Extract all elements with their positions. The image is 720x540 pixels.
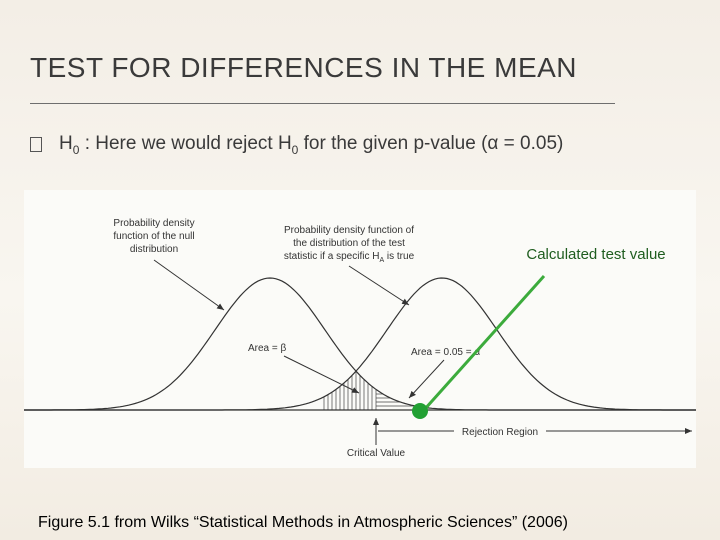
arrow [283,355,360,394]
fig-label: Area = 0.05 = α [411,347,480,358]
callout-label: Calculated test value [526,246,665,263]
fig-label: distribution [130,244,178,255]
figure-drawing: Probability density function of the null… [24,218,696,459]
slide-title: TEST FOR DIFFERENCES IN THE MEAN [30,52,578,83]
fig-label: the distribution of the test [293,238,405,249]
label-bg [454,424,546,438]
arrow [348,265,410,306]
arrow [408,359,445,399]
fig-label: Rejection Region [462,427,538,438]
bullet-marker [30,137,42,152]
figure: Probability density function of the null… [24,190,696,468]
bullet-text: H0 : Here we would reject H0 for the giv… [59,130,699,164]
caption: Figure 5.1 from Wilks “Statistical Metho… [38,514,568,531]
callout-line [422,274,546,412]
subscript: A [379,257,384,264]
subscript: 0 [72,142,80,157]
text: H [59,133,73,154]
text: statistic if a specific H [284,251,380,262]
arrow [153,259,225,311]
text: : Here we would reject H [79,133,292,154]
fig-label: Probability density function of [284,225,414,236]
test-value-dot [412,403,428,419]
title-rule [30,103,615,104]
fig-label: function of the null [113,231,194,242]
text: is true [384,251,414,262]
text: for the given p-value (α = 0.05) [298,133,564,154]
fig-label: Area = β [248,343,287,354]
fig-label: Critical Value [347,448,406,459]
fig-label: Probability density [113,218,194,229]
subscript: 0 [291,142,299,157]
fig-label: statistic if a specific HA is true [284,251,415,264]
hatching [323,371,416,410]
